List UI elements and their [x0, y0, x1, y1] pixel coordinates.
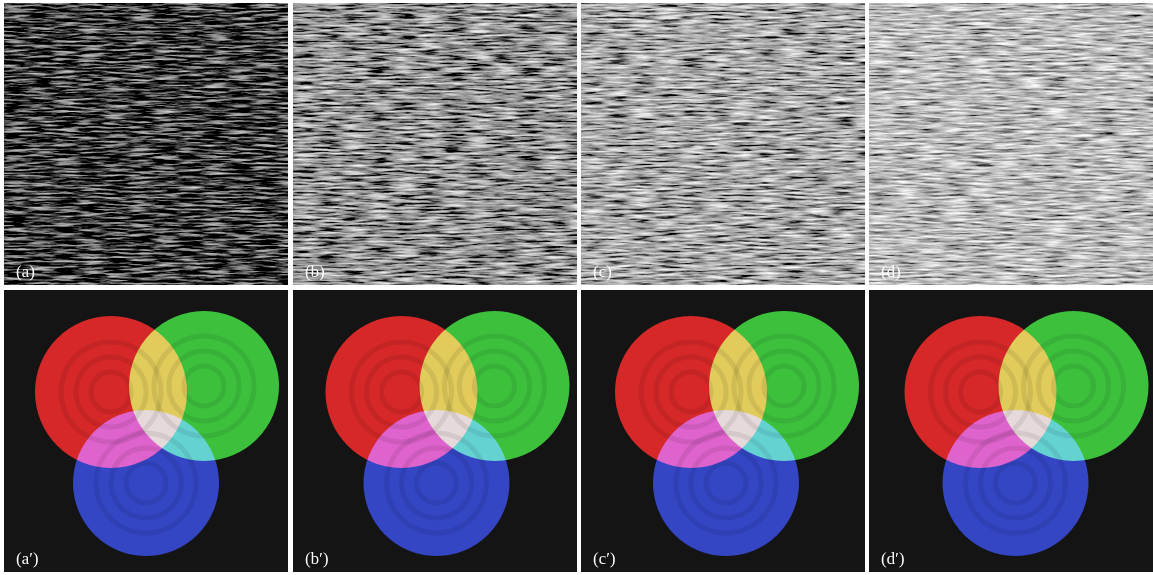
- panel: (b′): [293, 290, 577, 572]
- panel-label: (c): [593, 262, 612, 281]
- panel-label: (a): [16, 262, 35, 281]
- panel: (c′): [581, 290, 865, 572]
- page: {"panels": [ {"label": "(a)"}, {"label":…: [0, 0, 1153, 575]
- panel-label: (d): [881, 262, 901, 281]
- panel: (b): [293, 3, 577, 285]
- noise-image: [581, 3, 865, 285]
- panel-label: (b′): [305, 549, 329, 568]
- panel-label: (c′): [593, 549, 616, 568]
- panel: (d′): [869, 290, 1153, 572]
- panel-label: (a′): [16, 549, 39, 568]
- panel: (a): [4, 3, 288, 285]
- panel-label: (d′): [881, 549, 905, 568]
- panel: (d): [869, 3, 1153, 285]
- panel-label: (b): [305, 262, 325, 281]
- noise-image: [869, 3, 1153, 285]
- figure: (a) (b) (c) (d) (a′) (b′) (c′) (d′): [0, 0, 1153, 575]
- panel: (c): [581, 3, 865, 285]
- noise-image: [4, 3, 288, 285]
- panel: (a′): [4, 290, 288, 572]
- noise-image: [293, 3, 577, 285]
